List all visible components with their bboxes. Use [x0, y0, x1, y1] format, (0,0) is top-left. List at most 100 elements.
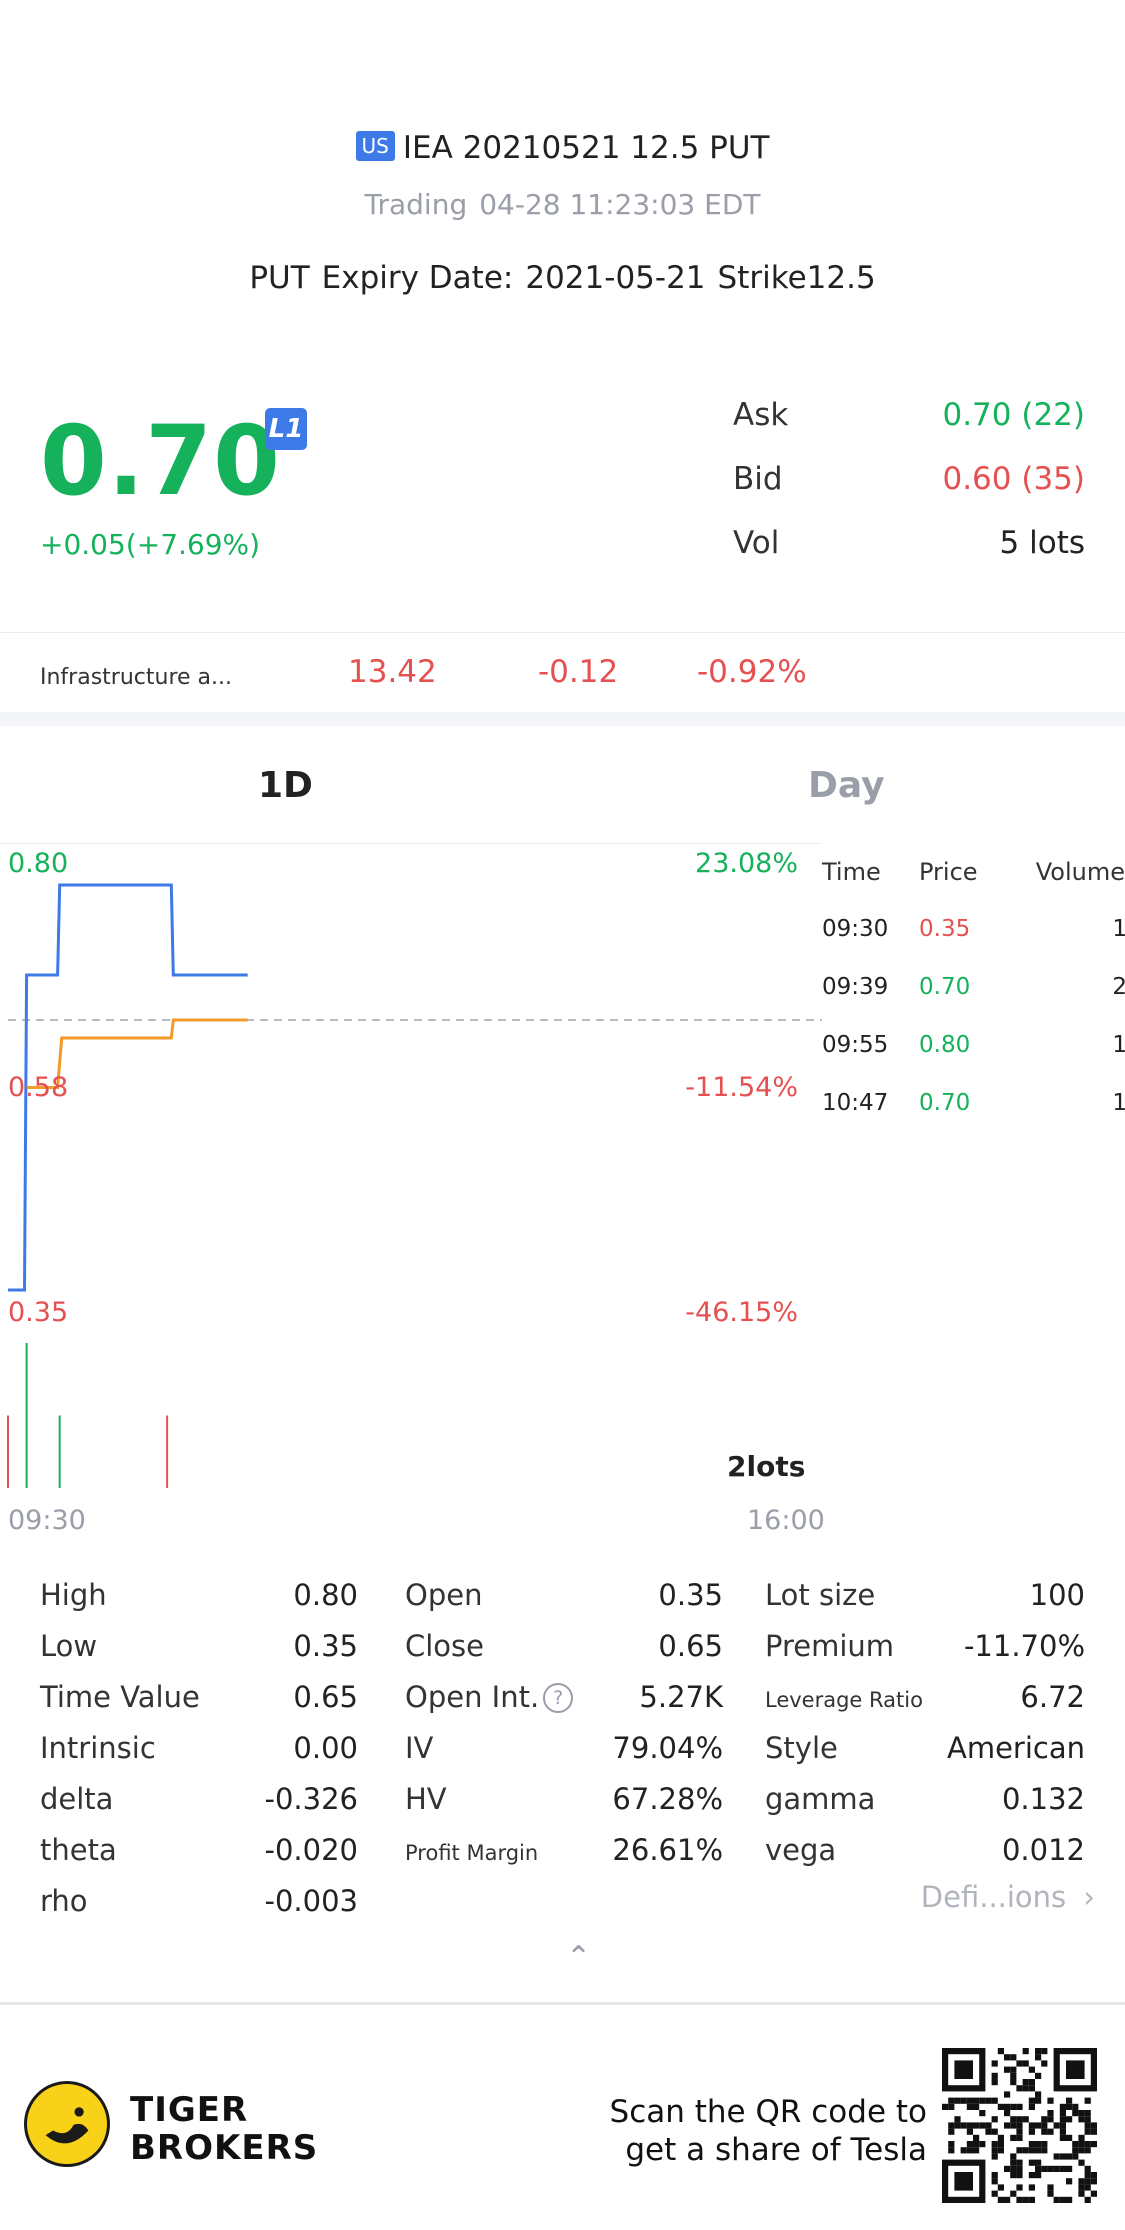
trade-time: 09:55 — [822, 1032, 889, 1058]
promo-line-2: get a share of Tesla — [625, 2132, 927, 2168]
definitions-link[interactable]: Defi...ions › — [921, 1880, 1095, 1914]
stat-value: -0.020 — [264, 1833, 359, 1867]
brand-name: TIGER BROKERS — [130, 2091, 318, 2167]
volume-bar — [166, 1415, 169, 1488]
trade-volume: 2 — [1112, 974, 1125, 1000]
stat-value: 0.132 — [1001, 1782, 1085, 1816]
trade-time: 09:30 — [822, 916, 889, 942]
volume-value: 5 lots — [999, 525, 1085, 561]
stat-value: American — [946, 1731, 1085, 1765]
volume-bar — [7, 1415, 9, 1488]
stat-label: Lot size — [765, 1578, 876, 1612]
tiger-logo-icon — [24, 2081, 110, 2167]
price-line — [8, 883, 248, 1292]
intraday-chart[interactable] — [0, 840, 822, 1540]
tab-1d[interactable]: 1D — [258, 765, 313, 806]
definitions-label: Defi...ions — [920, 1880, 1067, 1914]
stat-close: Close 0.65 — [405, 1629, 723, 1663]
stat-label: Intrinsic — [40, 1731, 156, 1765]
expiry-label: Expiry Date: — [321, 260, 514, 296]
stat-label: vega — [765, 1833, 837, 1867]
stat-label: gamma — [765, 1782, 876, 1816]
trade-price: 0.70 — [919, 974, 971, 1000]
stat-label: rho — [40, 1884, 88, 1918]
stat-hv: HV 67.28% — [405, 1782, 723, 1816]
stat-label: IV — [405, 1731, 434, 1765]
level1-badge[interactable]: L1 — [265, 408, 307, 450]
header-time: Time — [822, 858, 881, 886]
stat-value: 0.012 — [1001, 1833, 1085, 1867]
contract-info: PUT Expiry Date: 2021-05-21 Strike12.5 — [0, 260, 1125, 296]
trade-price: 0.80 — [919, 1032, 971, 1058]
stat-value: 0.80 — [293, 1578, 358, 1612]
stat-profit-margin: Profit Margin 26.61% — [405, 1833, 723, 1867]
header-volume: Volume — [1035, 858, 1125, 886]
divider — [0, 632, 1125, 633]
volume-max-label: 2lots — [727, 1450, 806, 1483]
trading-status: Trading 04-28 11:23:03 EDT — [0, 188, 1125, 221]
tab-day[interactable]: Day — [808, 765, 885, 806]
time-and-sales[interactable]: Time Price Volume 09:30 0.35 1 09:39 0.70 2 09… — [822, 858, 1125, 1130]
stat-label: Open Int. — [405, 1680, 540, 1714]
status-text: Trading — [364, 188, 468, 221]
stat-label: Premium — [765, 1629, 895, 1663]
chevron-up-icon[interactable]: ⌃ — [566, 1940, 592, 1975]
stat-vega: vega 0.012 — [765, 1833, 1085, 1867]
stat-value: 0.35 — [293, 1629, 358, 1663]
underlying-price: 13.42 — [348, 654, 437, 690]
stat-value: 100 — [1029, 1578, 1085, 1612]
y-axis-high: 0.80 — [8, 848, 69, 879]
trade-volume: 1 — [1112, 1032, 1125, 1058]
stat-value: 26.61% — [612, 1833, 723, 1867]
stat-value: 0.65 — [658, 1629, 723, 1663]
promo-footer: TIGER BROKERS Scan the QR code to get a … — [0, 2002, 1125, 2230]
time-sales-row: 10:47 0.70 1 — [822, 1072, 1125, 1130]
stat-open-int: Open Int.? 5.27K — [405, 1680, 723, 1714]
stat-value: 6.72 — [1020, 1680, 1085, 1714]
volume-bar — [25, 1343, 28, 1488]
trade-time: 09:39 — [822, 974, 889, 1000]
x-axis-start: 09:30 — [8, 1505, 86, 1536]
underlying-name: Infrastructure a... — [40, 665, 232, 690]
stat-lot-size: Lot size 100 — [765, 1578, 1085, 1612]
stat-theta: theta -0.020 — [40, 1833, 358, 1867]
market-badge: US — [355, 131, 395, 161]
time-sales-row: 09:30 0.35 1 — [822, 898, 1125, 956]
option-symbol: IEA 20210521 12.5 PUT — [402, 130, 770, 166]
stat-label: Time Value — [40, 1680, 200, 1714]
underlying-row[interactable]: Infrastructure a... 13.42 -0.12 -0.92% — [0, 632, 1125, 712]
time-sales-row: 09:39 0.70 2 — [822, 956, 1125, 1014]
help-icon[interactable]: ? — [543, 1683, 574, 1713]
ask-row: Ask 0.70 (22) — [733, 397, 1085, 433]
stat-low: Low 0.35 — [40, 1629, 358, 1663]
average-line — [26, 1018, 248, 1089]
stat-intrinsic: Intrinsic 0.00 — [40, 1731, 358, 1765]
stat-value: 67.28% — [612, 1782, 723, 1816]
time-sales-header: Time Price Volume — [822, 858, 1125, 898]
stat-label: delta — [40, 1782, 114, 1816]
stat-value: -0.003 — [264, 1884, 359, 1918]
stat-label: Close — [405, 1629, 484, 1663]
underlying-change: -0.12 — [538, 654, 619, 690]
section-separator — [0, 712, 1125, 726]
pct-axis-high: 23.08% — [695, 848, 798, 879]
qr-code-icon[interactable] — [942, 2048, 1097, 2203]
volume-label: Vol — [733, 525, 780, 561]
stat-value: 5.27K — [639, 1680, 723, 1714]
pct-axis-mid: -11.54% — [685, 1072, 798, 1103]
promo-text: Scan the QR code to get a share of Tesla — [610, 2093, 927, 2169]
last-price: 0.70 — [40, 405, 281, 517]
brand-line-1: TIGER — [130, 2090, 249, 2130]
stat-value: 0.00 — [293, 1731, 358, 1765]
y-axis-mid: 0.58 — [8, 1072, 69, 1103]
option-type: PUT — [249, 260, 310, 296]
bid-value: 0.60 (35) — [942, 461, 1085, 497]
stat-iv: IV 79.04% — [405, 1731, 723, 1765]
stat-value: 0.35 — [658, 1578, 723, 1612]
stat-premium: Premium -11.70% — [765, 1629, 1085, 1663]
stat-delta: delta -0.326 — [40, 1782, 358, 1816]
trade-time: 10:47 — [822, 1090, 889, 1116]
stat-value: -11.70% — [963, 1629, 1085, 1663]
volume-row: Vol 5 lots — [733, 525, 1085, 561]
volume-bar — [58, 1415, 61, 1488]
